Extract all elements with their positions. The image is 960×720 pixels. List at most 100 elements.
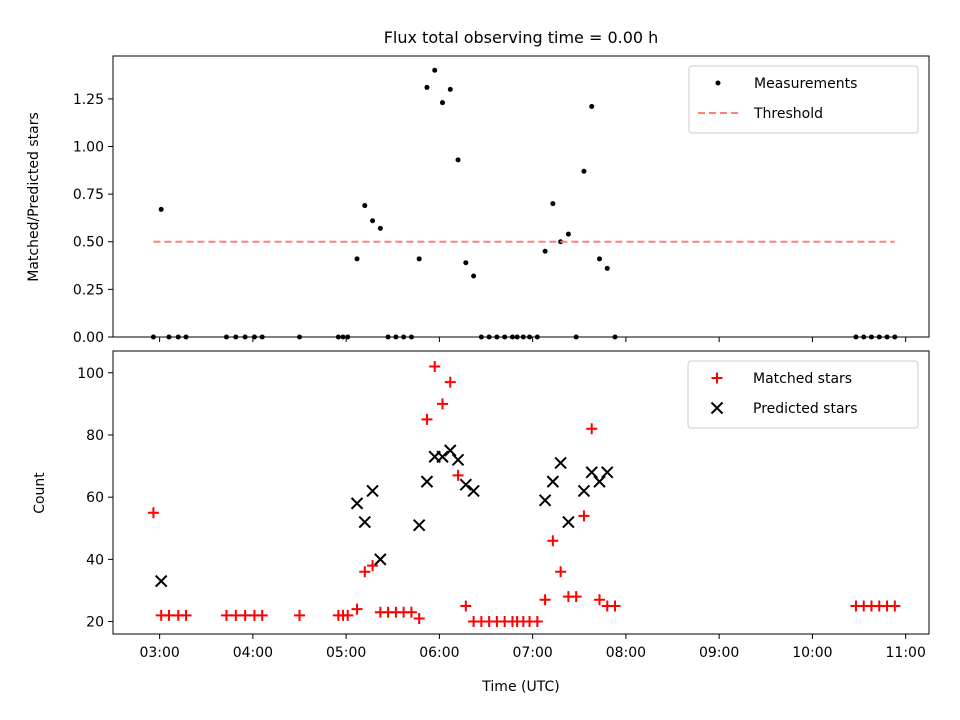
data-point [367, 560, 379, 572]
data-point [463, 260, 469, 266]
data-point [416, 256, 422, 262]
bottom-x-tick-label: 07:00 [512, 645, 552, 661]
data-point [546, 475, 560, 488]
top-y-tick-label: 1.00 [73, 139, 104, 155]
data-point [180, 609, 192, 621]
data-point [163, 609, 175, 621]
top-y-tick-label: 1.25 [73, 92, 104, 108]
legend-swatch [710, 401, 724, 415]
bottom-plot-frame [112, 350, 930, 635]
data-point [554, 456, 567, 470]
data-point [889, 600, 901, 612]
data-point [550, 201, 556, 207]
data-point [359, 566, 371, 578]
top-legend: Measurements Threshold [688, 65, 919, 134]
bottom-x-tick-label: 06:00 [419, 645, 459, 661]
legend-label: Measurements [754, 76, 857, 92]
data-point [593, 594, 605, 606]
data-point [158, 206, 164, 212]
bottom-x-tick-label: 05:00 [326, 645, 366, 661]
bottom-legend: Matched stars Predicted stars [687, 360, 919, 429]
data-point [440, 100, 446, 106]
data-point [562, 515, 575, 529]
bottom-x-tick-label: 08:00 [606, 645, 646, 661]
data-point [585, 466, 598, 479]
bottom-x-tick-label: 10:00 [792, 645, 832, 661]
data-point [467, 484, 480, 498]
data-point [412, 518, 426, 532]
bottom-panel: 20 40 60 80 100 03:00 04:00 05:00 06:00 07:00 08:0… [77, 350, 930, 661]
data-point [609, 600, 621, 612]
bottom-x-tick-label: 04:00 [233, 645, 273, 661]
data-point [405, 606, 417, 618]
data-point [351, 603, 363, 615]
top-panel: 0.00 0.25 0.50 0.75 1.00 1.25 Measurements Thre… [73, 55, 930, 346]
data-point [374, 553, 387, 566]
data-point [601, 466, 614, 479]
data-point [581, 168, 587, 174]
data-point [424, 84, 430, 90]
data-point [294, 609, 306, 621]
data-point [444, 444, 457, 457]
data-point [542, 248, 548, 254]
data-point [459, 478, 473, 491]
data-point [370, 218, 376, 224]
data-point [604, 265, 610, 271]
legend-label: Threshold [753, 106, 823, 122]
data-point [239, 609, 251, 621]
data-point [531, 616, 543, 628]
data-point [555, 566, 567, 578]
data-point [420, 475, 434, 488]
data-point [593, 475, 606, 488]
legend-box [688, 65, 919, 134]
data-point [421, 413, 433, 425]
data-point [362, 203, 368, 209]
top-y-tick-label: 0.25 [73, 282, 104, 298]
data-point [432, 67, 438, 73]
data-point [230, 609, 242, 621]
data-point [452, 469, 464, 481]
data-point [444, 376, 456, 388]
data-point [358, 515, 372, 529]
data-point [437, 398, 449, 410]
data-point [589, 103, 595, 109]
data-point [256, 609, 268, 621]
legend-swatch [715, 80, 721, 86]
data-point [377, 225, 383, 231]
top-y-axis-label: Matched/Predicted stars [26, 112, 42, 282]
data-point [447, 86, 453, 92]
data-point [354, 256, 360, 262]
top-plot-frame [112, 55, 930, 338]
top-y-tick-label: 0.00 [73, 330, 104, 346]
bottom-x-tick-label: 03:00 [139, 645, 179, 661]
bottom-series-predicted-stars [154, 444, 614, 588]
top-y-tick-label: 0.50 [73, 235, 104, 251]
data-point [350, 497, 364, 510]
data-point [154, 574, 168, 588]
data-point [342, 609, 354, 621]
data-point [547, 535, 559, 547]
data-point [577, 484, 591, 498]
data-point [147, 507, 159, 519]
data-point [565, 231, 571, 237]
top-y-tick-label: 0.75 [73, 187, 104, 203]
chart-title: Flux total observing time = 0.00 h [384, 28, 659, 47]
legend-swatch [711, 372, 723, 384]
data-point [366, 484, 379, 498]
legend-label: Predicted stars [753, 401, 858, 417]
data-point [586, 423, 598, 435]
data-point [460, 600, 472, 612]
bottom-y-axis-label: Count [32, 472, 48, 514]
data-point [471, 273, 477, 279]
data-point [539, 594, 551, 606]
data-point [570, 591, 582, 603]
bottom-y-tick-label: 60 [86, 490, 104, 506]
data-point [578, 510, 590, 522]
legend-box [687, 360, 919, 429]
data-point [455, 157, 461, 163]
bottom-series-matched-stars [147, 361, 901, 628]
bottom-y-tick-label: 100 [77, 366, 104, 382]
legend-label: Matched stars [753, 371, 852, 387]
data-point [220, 609, 232, 621]
